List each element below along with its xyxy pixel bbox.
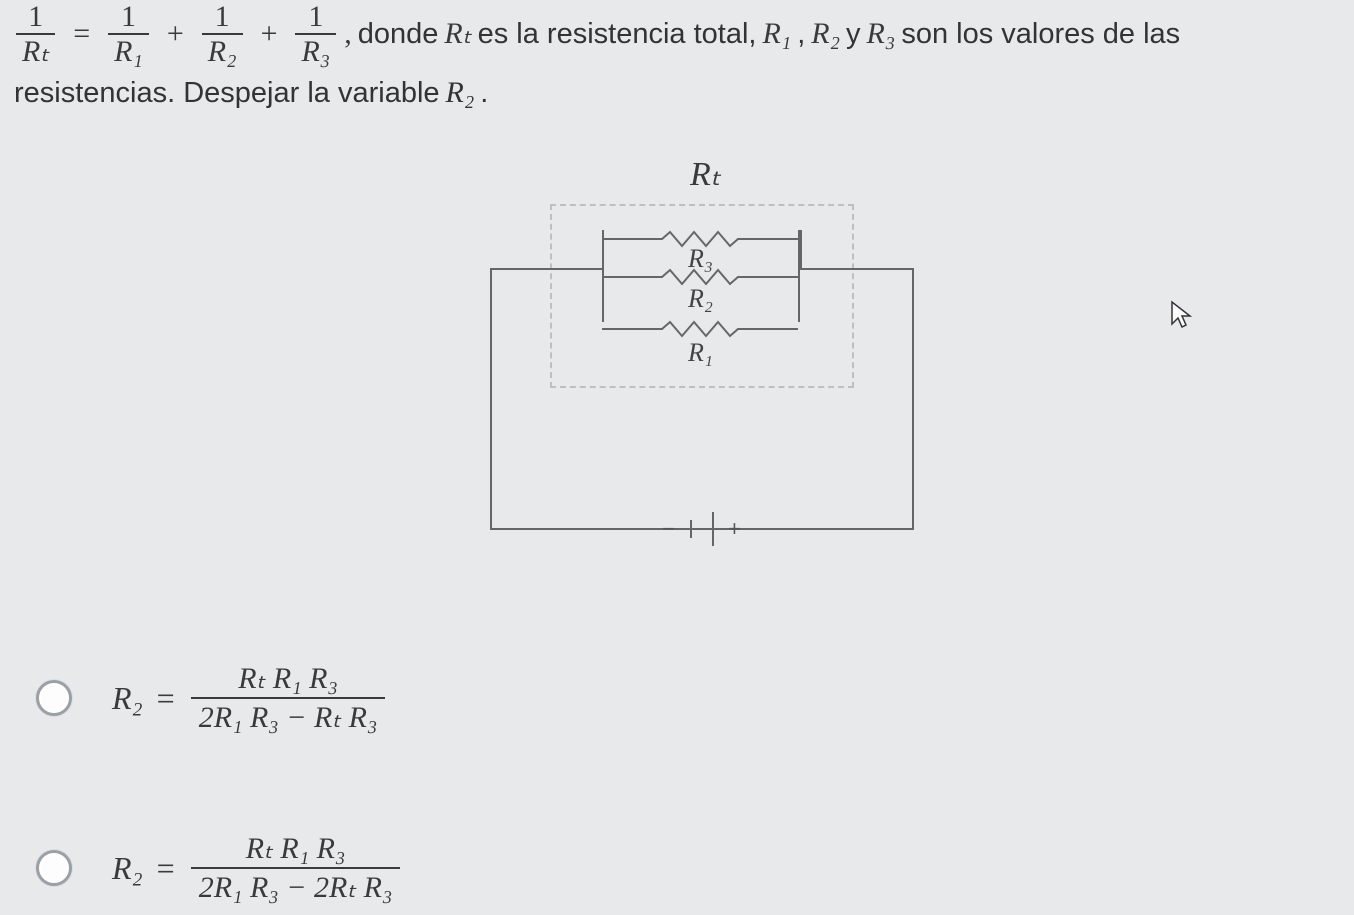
denom: 2R₁ R₃ − 2Rₜ R₃ <box>191 869 401 906</box>
minus-icon: − <box>662 516 675 542</box>
numer: 1 <box>302 0 329 33</box>
text-resistencias: resistencias. Despejar la variable <box>14 73 440 114</box>
wire <box>748 328 798 330</box>
equals-sign: = <box>157 850 175 887</box>
var-r2: R₂ <box>446 72 475 114</box>
frac-1-over-r2: 1 R₂ <box>202 0 243 68</box>
text-y: y <box>846 14 861 55</box>
denom: R₃ <box>295 35 336 68</box>
plus-sign: + <box>251 13 288 55</box>
resistor-icon <box>652 320 748 338</box>
plus-sign: + <box>157 13 194 55</box>
numer: 1 <box>22 0 49 33</box>
frac-1-over-r1: 1 R₁ <box>108 0 149 68</box>
option-b[interactable]: R₂ = Rₜ R₁ R₃ 2R₁ R₃ − 2Rₜ R₃ <box>36 830 402 906</box>
branch-r1 <box>490 320 910 338</box>
wire <box>602 276 652 278</box>
battery-neg-plate <box>690 520 692 538</box>
wire <box>490 268 602 270</box>
denom: 2R₁ R₃ − Rₜ R₃ <box>191 699 386 736</box>
text-donde: donde <box>358 14 439 55</box>
option-a-equation: R₂ = Rₜ R₁ R₃ 2R₁ R₃ − Rₜ R₃ <box>112 660 387 736</box>
plus-icon: + <box>728 516 741 542</box>
var-r2: R₂ <box>811 13 840 55</box>
problem-statement: 1 Rₜ = 1 R₁ + 1 R₂ + 1 R₃ , d <box>14 0 1334 114</box>
wire <box>602 270 604 322</box>
numer: Rₜ R₁ R₃ <box>238 830 354 867</box>
option-b-equation: R₂ = Rₜ R₁ R₃ 2R₁ R₃ − 2Rₜ R₃ <box>112 830 402 906</box>
numer: 1 <box>209 0 236 33</box>
var-rt: Rₜ <box>444 13 471 55</box>
wire <box>798 270 800 322</box>
var-r3: R₃ <box>867 13 896 55</box>
label-rt: Rₜ <box>690 154 721 194</box>
numer: 1 <box>115 0 142 33</box>
label-r1: R₁ <box>688 338 713 368</box>
comma: , <box>344 13 352 55</box>
fraction: Rₜ R₁ R₃ 2R₁ R₃ − 2Rₜ R₃ <box>191 830 401 906</box>
numer: Rₜ R₁ R₃ <box>230 660 346 697</box>
battery: − + <box>678 510 738 550</box>
fraction: Rₜ R₁ R₃ 2R₁ R₃ − Rₜ R₃ <box>191 660 386 736</box>
denom: R₁ <box>108 35 149 68</box>
denom: Rₜ <box>16 35 55 68</box>
wire <box>602 328 652 330</box>
var-r1: R₁ <box>762 13 791 55</box>
comma: , <box>797 14 805 55</box>
radio-button[interactable] <box>36 850 72 886</box>
inner-box <box>602 230 802 270</box>
problem-line-2: resistencias. Despejar la variable R₂ . <box>14 72 1334 114</box>
label-r2: R₂ <box>688 284 713 314</box>
period: . <box>480 73 488 114</box>
problem-line-1: 1 Rₜ = 1 R₁ + 1 R₂ + 1 R₃ , d <box>14 0 1334 68</box>
option-a[interactable]: R₂ = Rₜ R₁ R₃ 2R₁ R₃ − Rₜ R₃ <box>36 660 387 736</box>
cursor-icon <box>1170 300 1196 330</box>
radio-button[interactable] <box>36 680 72 716</box>
battery-pos-plate <box>712 512 714 546</box>
equals-sign: = <box>63 13 100 55</box>
circuit-diagram: Rₜ R₃ R <box>490 160 920 540</box>
wire <box>748 276 798 278</box>
lhs: R₂ <box>112 680 143 717</box>
frac-1-over-rt: 1 Rₜ <box>16 0 55 68</box>
frac-1-over-r3: 1 R₃ <box>295 0 336 68</box>
page: 1 Rₜ = 1 R₁ + 1 R₂ + 1 R₃ , d <box>0 0 1354 915</box>
equals-sign: = <box>157 680 175 717</box>
denom: R₂ <box>202 35 243 68</box>
text-son-los: son los valores de las <box>901 14 1180 55</box>
lhs: R₂ <box>112 850 143 887</box>
wire <box>798 268 912 270</box>
text-es-la: es la resistencia total, <box>478 14 757 55</box>
